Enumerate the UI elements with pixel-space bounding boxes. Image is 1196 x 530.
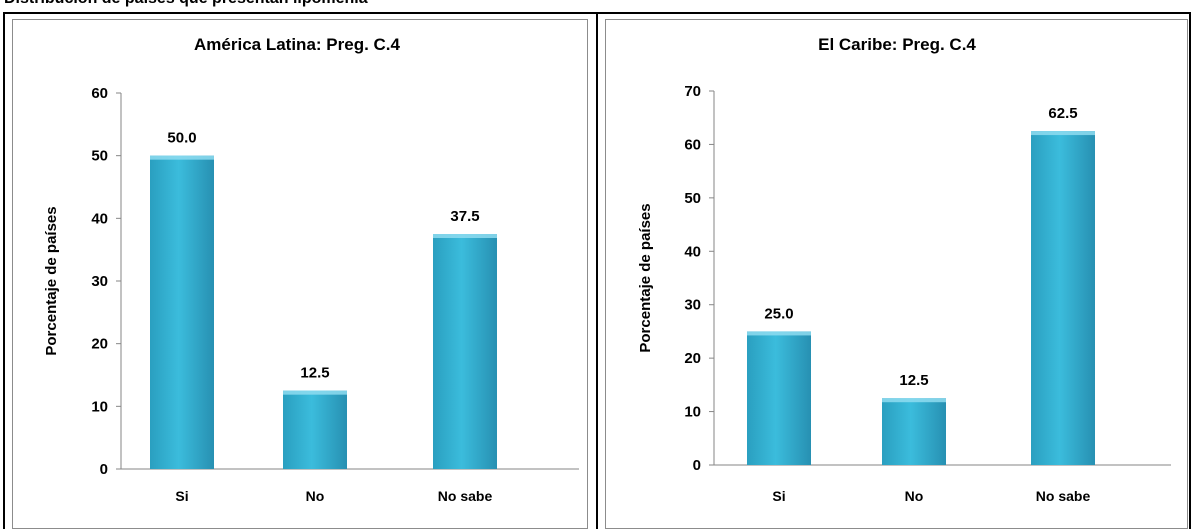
- bar-chart-america-latina: América Latina: Preg. C.4 Porcentaje de p…: [13, 20, 589, 530]
- y-tick-label: 60: [684, 136, 701, 153]
- data-label-no: 12.5: [899, 372, 928, 389]
- bar-si: [747, 331, 811, 465]
- x-tick-label-no: No: [905, 488, 924, 504]
- data-label-no-sabe: 62.5: [1048, 105, 1077, 122]
- bar-chart-el-caribe: El Caribe: Preg. C.4 Porcentaje de países…: [606, 20, 1189, 530]
- y-tick-label: 20: [91, 336, 108, 353]
- x-tick-label-si: Si: [175, 488, 188, 504]
- x-tick-label-no-sabe: No sabe: [438, 488, 493, 504]
- data-label-no: 12.5: [300, 365, 329, 382]
- bar-highlight-no-sabe: [1031, 131, 1095, 135]
- bar-highlight-no: [882, 398, 946, 402]
- bar-no-sabe: [1031, 131, 1095, 465]
- y-axis-label: Porcentaje de países: [43, 206, 60, 355]
- data-label-si: 25.0: [764, 305, 793, 322]
- bar-no: [283, 391, 347, 469]
- y-tick-label: 30: [684, 297, 701, 314]
- page-header-strip: Distribución de países que presentan lip…: [0, 0, 1196, 11]
- y-tick-label: 20: [684, 350, 701, 367]
- data-label-no-sabe: 37.5: [450, 208, 479, 225]
- bar-si: [150, 156, 214, 469]
- y-tick-label: 60: [91, 85, 108, 102]
- chart-panel-america-latina: América Latina: Preg. C.4 Porcentaje de p…: [12, 19, 588, 529]
- chart-title: El Caribe: Preg. C.4: [818, 35, 976, 54]
- y-tick-label: 40: [91, 210, 108, 227]
- y-tick-label: 10: [684, 404, 701, 421]
- bar-highlight-si: [747, 331, 811, 335]
- chart-panel-el-caribe: El Caribe: Preg. C.4 Porcentaje de países…: [605, 19, 1188, 529]
- y-axis-label: Porcentaje de países: [637, 203, 654, 352]
- bar-no-sabe: [433, 234, 497, 469]
- y-tick-label: 70: [684, 83, 701, 100]
- page-header-text: Distribución de países que presentan lip…: [4, 0, 368, 8]
- y-tick-label: 50: [684, 190, 701, 207]
- chart-title: América Latina: Preg. C.4: [194, 35, 401, 54]
- y-tick-label: 10: [91, 398, 108, 415]
- y-tick-label: 0: [100, 461, 108, 478]
- x-tick-label-no: No: [306, 488, 325, 504]
- bar-highlight-no-sabe: [433, 234, 497, 238]
- x-tick-label-no-sabe: No sabe: [1036, 488, 1091, 504]
- table-divider: [596, 12, 598, 529]
- y-tick-label: 0: [693, 457, 701, 474]
- bar-highlight-no: [283, 391, 347, 395]
- y-tick-label: 50: [91, 148, 108, 165]
- x-tick-label-si: Si: [772, 488, 785, 504]
- y-tick-label: 30: [91, 273, 108, 290]
- bar-no: [882, 398, 946, 465]
- bar-highlight-si: [150, 156, 214, 160]
- data-label-si: 50.0: [167, 130, 196, 147]
- y-tick-label: 40: [684, 243, 701, 260]
